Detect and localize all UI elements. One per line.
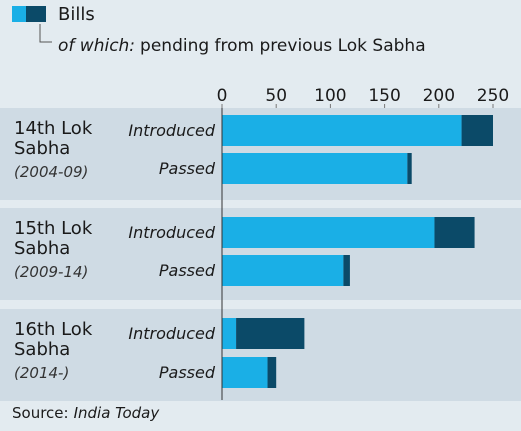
group-period: (2014-) [14, 364, 70, 382]
bar-segment [461, 115, 493, 146]
group-label: 15th Lok Sabha [14, 218, 93, 259]
bar-segment [222, 153, 408, 184]
x-tick-label: 200 [423, 86, 455, 106]
group-label: 16th Lok Sabha [14, 319, 93, 360]
legend-swatch [12, 6, 26, 22]
bar-segment [222, 357, 268, 388]
group-label: 14th Lok Sabha [14, 118, 93, 159]
bar-segment [236, 318, 305, 349]
legend-note: of which: [58, 36, 135, 56]
legend-swatch [26, 6, 46, 22]
legend-bracket [39, 24, 52, 43]
legend-label: Bills [58, 4, 95, 25]
legend-label: of which: pending from previous Lok Sabha [58, 36, 426, 56]
bar-segment [222, 318, 237, 349]
category-label: Introduced [128, 121, 215, 140]
category-label: Passed [159, 159, 216, 178]
x-tick-label: 0 [217, 86, 228, 106]
x-tick-label: 100 [314, 86, 346, 106]
legend-series: pending from previous Lok Sabha [140, 36, 426, 56]
x-tick-label: 150 [368, 86, 400, 106]
category-label: Introduced [128, 324, 215, 343]
bar-segment [222, 217, 435, 248]
source-label: Source: [12, 404, 69, 422]
bar-segment [343, 255, 350, 286]
x-tick-label: 250 [477, 86, 509, 106]
group-period: (2004-09) [14, 163, 89, 181]
group-period: (2009-14) [14, 263, 89, 281]
bar-segment [434, 217, 475, 248]
bar-segment [222, 255, 344, 286]
category-label: Passed [159, 261, 216, 280]
bar-segment [222, 115, 462, 146]
source-name: India Today [74, 404, 161, 422]
bar-segment [407, 153, 412, 184]
category-label: Passed [159, 363, 216, 382]
category-label: Introduced [128, 223, 215, 242]
x-tick-label: 50 [265, 86, 287, 106]
bar-segment [267, 357, 277, 388]
source: Source: India Today [12, 404, 160, 422]
